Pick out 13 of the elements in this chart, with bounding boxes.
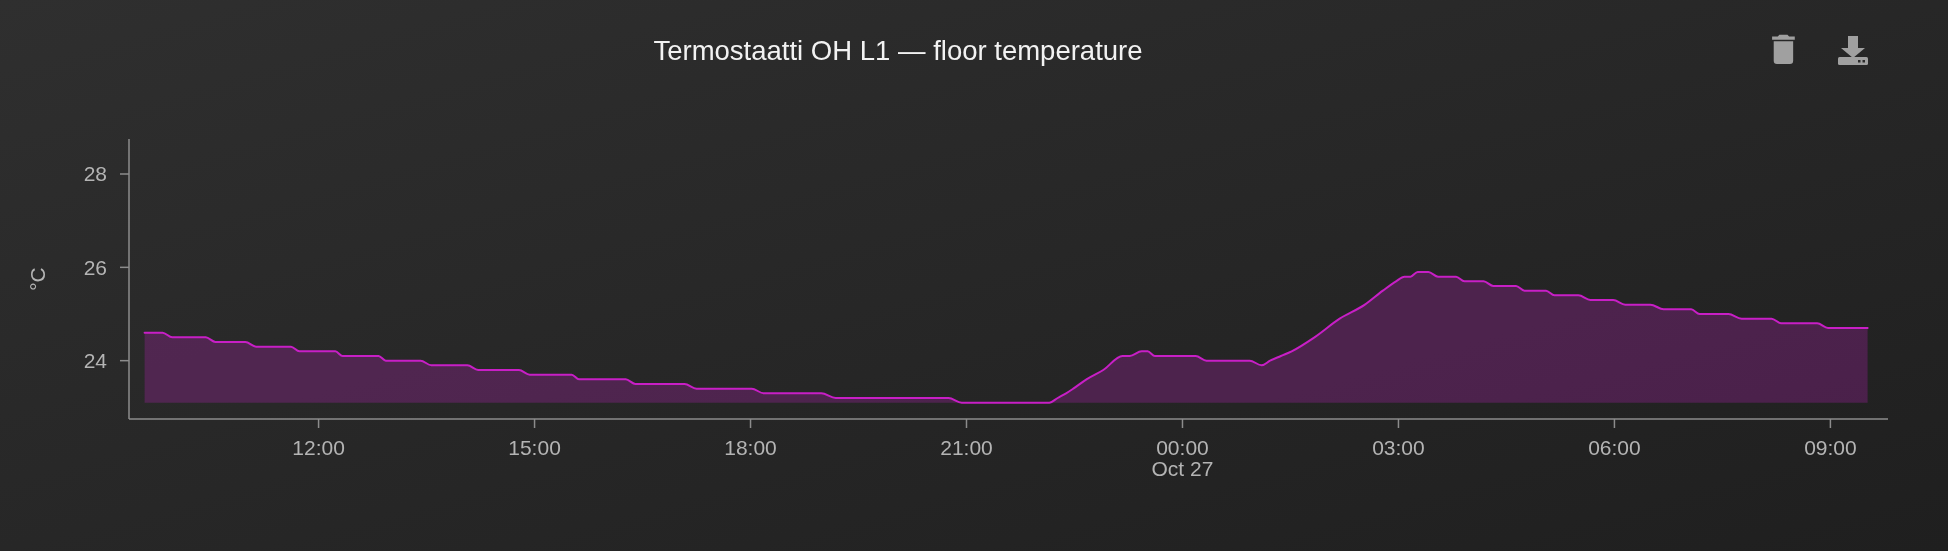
y-axis-title: °C bbox=[26, 267, 49, 291]
x-tick-label: 00:00 Oct 27 bbox=[1151, 436, 1214, 480]
y-tick-label: 24 bbox=[83, 349, 108, 373]
y-tick-label: 26 bbox=[83, 255, 107, 279]
x-tick-label: 06:00 bbox=[1588, 436, 1641, 459]
y-tick-label: 28 bbox=[83, 162, 107, 186]
x-tick-label: 18:00 bbox=[724, 436, 777, 459]
chart-title: Termostaatti OH L1 — floor temperature bbox=[653, 35, 1143, 66]
x-tick-label: 12:00 bbox=[292, 436, 345, 459]
x-tick-label: 15:00 bbox=[508, 436, 561, 459]
x-tick-label: 09:00 bbox=[1804, 436, 1857, 459]
x-tick-label: 21:00 bbox=[940, 436, 993, 459]
x-tick-label: 03:00 bbox=[1372, 436, 1425, 459]
